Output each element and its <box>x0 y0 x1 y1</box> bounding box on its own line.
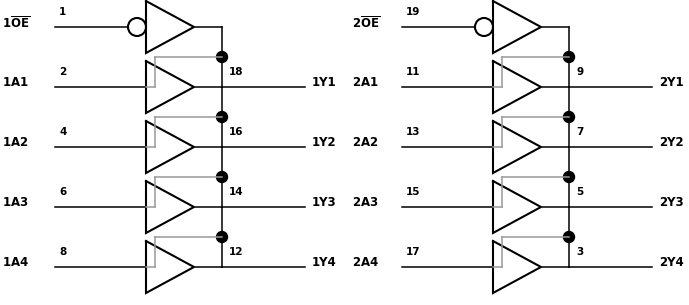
Circle shape <box>564 112 575 123</box>
Text: 1: 1 <box>59 7 66 17</box>
Text: 1Y3: 1Y3 <box>312 196 337 210</box>
Text: 8: 8 <box>59 247 66 257</box>
Text: 15: 15 <box>406 187 420 197</box>
Text: 2Y1: 2Y1 <box>659 77 683 89</box>
Text: $\mathbf{2A4}$: $\mathbf{2A4}$ <box>352 257 379 270</box>
Text: 18: 18 <box>229 67 243 77</box>
Circle shape <box>216 112 227 123</box>
Text: 11: 11 <box>406 67 420 77</box>
Circle shape <box>216 231 227 242</box>
Text: $\mathbf{1A1}$: $\mathbf{1A1}$ <box>2 77 29 89</box>
Text: 6: 6 <box>59 187 66 197</box>
Text: 3: 3 <box>576 247 584 257</box>
Circle shape <box>216 52 227 63</box>
Text: 13: 13 <box>406 127 420 137</box>
Text: 2Y4: 2Y4 <box>659 257 683 270</box>
Text: $\mathbf{1A2}$: $\mathbf{1A2}$ <box>2 137 28 149</box>
Text: 5: 5 <box>576 187 584 197</box>
Text: $\mathbf{1A4}$: $\mathbf{1A4}$ <box>2 257 29 270</box>
Text: 1Y2: 1Y2 <box>312 137 337 149</box>
Text: 16: 16 <box>229 127 243 137</box>
Text: 2Y3: 2Y3 <box>659 196 683 210</box>
Text: $\mathbf{1\overline{OE}}$: $\mathbf{1\overline{OE}}$ <box>2 15 30 31</box>
Text: 14: 14 <box>229 187 244 197</box>
Text: 2: 2 <box>59 67 66 77</box>
Text: 12: 12 <box>229 247 243 257</box>
Text: 7: 7 <box>576 127 584 137</box>
Text: 2Y2: 2Y2 <box>659 137 683 149</box>
Text: $\mathbf{1A3}$: $\mathbf{1A3}$ <box>2 196 28 210</box>
Circle shape <box>564 52 575 63</box>
Circle shape <box>564 231 575 242</box>
Circle shape <box>216 171 227 182</box>
Text: $\mathbf{2A3}$: $\mathbf{2A3}$ <box>352 196 378 210</box>
Text: $\mathbf{2A1}$: $\mathbf{2A1}$ <box>352 77 379 89</box>
Text: $\mathbf{2\overline{OE}}$: $\mathbf{2\overline{OE}}$ <box>352 15 380 31</box>
Text: 17: 17 <box>406 247 420 257</box>
Text: $\mathbf{2A2}$: $\mathbf{2A2}$ <box>352 137 378 149</box>
Text: 1Y1: 1Y1 <box>312 77 337 89</box>
Text: 1Y4: 1Y4 <box>312 257 337 270</box>
Text: 19: 19 <box>406 7 420 17</box>
Text: 9: 9 <box>576 67 583 77</box>
Circle shape <box>564 171 575 182</box>
Text: 4: 4 <box>59 127 66 137</box>
